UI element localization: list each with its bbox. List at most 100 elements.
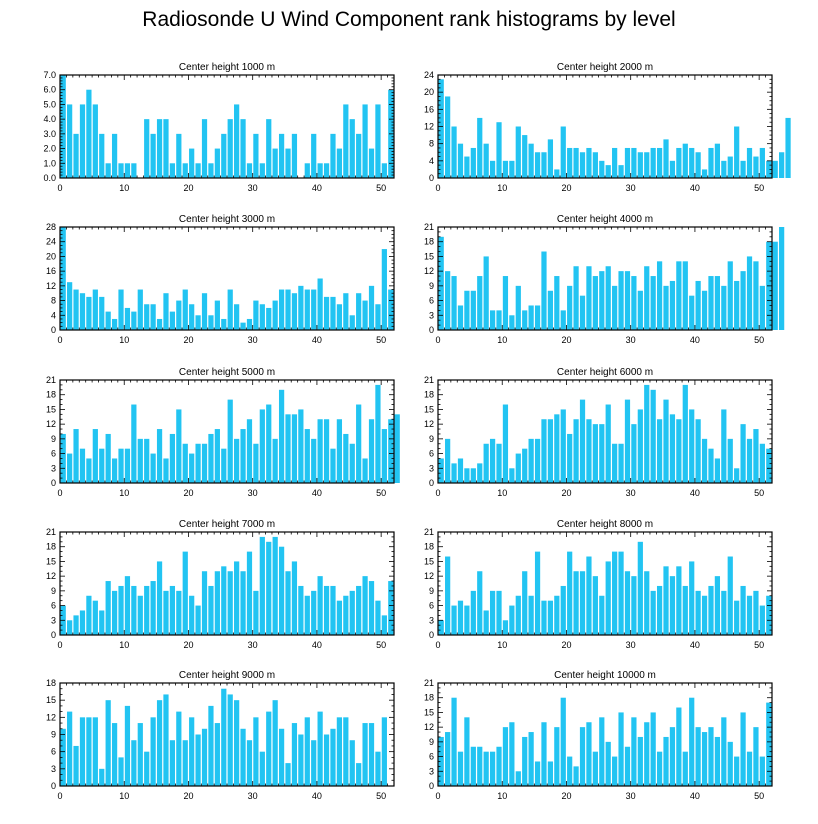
histogram-bar <box>105 700 111 786</box>
histogram-bar <box>656 585 663 635</box>
histogram-bar <box>701 169 708 178</box>
histogram-bar <box>631 424 637 483</box>
histogram-bar <box>637 541 643 635</box>
histogram-bar <box>464 605 470 635</box>
histogram-bar <box>79 293 86 330</box>
histogram-bar <box>567 285 573 330</box>
histogram-bar <box>208 585 214 635</box>
histogram-bar <box>721 160 727 178</box>
histogram-bar <box>124 163 131 178</box>
histogram-bar <box>131 311 137 330</box>
histogram-bar <box>515 285 521 330</box>
histogram-bar <box>772 241 778 330</box>
histogram-bar <box>79 448 86 483</box>
histogram-bar <box>111 133 118 178</box>
x-tick-label: 50 <box>754 183 764 193</box>
x-tick-label: 40 <box>312 640 322 650</box>
histogram-bar <box>323 734 330 786</box>
histogram-bar <box>753 429 759 483</box>
x-tick-label: 30 <box>626 183 636 193</box>
histogram-bar <box>445 438 451 483</box>
x-tick-label: 10 <box>497 640 507 650</box>
y-tick-label: 9 <box>51 730 56 740</box>
histogram-bar <box>195 605 201 635</box>
histogram-bar <box>73 429 79 483</box>
histogram-bar <box>349 315 355 330</box>
x-tick-label: 20 <box>561 183 571 193</box>
histogram-bar <box>349 119 355 178</box>
histogram-bar <box>746 256 753 330</box>
y-tick-label: 9 <box>51 434 56 444</box>
histogram-bar <box>349 443 355 483</box>
histogram-bar <box>79 717 86 786</box>
histogram-bar <box>176 409 182 483</box>
histogram-bar <box>689 697 695 786</box>
histogram-bar <box>253 717 259 786</box>
histogram-bar <box>368 285 375 330</box>
histogram-bar <box>779 152 785 178</box>
histogram-bar <box>221 448 227 483</box>
histogram-bar <box>208 433 214 483</box>
histogram-bar <box>169 740 176 786</box>
histogram-panel: Center height 4000 m 0 10 20 30 40 50 0 3 6 9 12 15 1… <box>424 214 785 345</box>
histogram-bar <box>541 600 547 635</box>
y-tick-label: 9 <box>429 281 434 291</box>
histogram-bar <box>573 571 579 635</box>
histogram-bar <box>528 143 534 178</box>
histogram-bar <box>489 438 496 483</box>
x-tick-label: 40 <box>690 335 700 345</box>
histogram-bar <box>599 595 605 635</box>
x-tick-label: 50 <box>376 183 386 193</box>
histogram-bar <box>144 438 150 483</box>
histogram-bar <box>766 448 772 483</box>
histogram-bar <box>682 585 688 635</box>
histogram-panel: Center height 7000 m 0 10 20 30 40 50 0 3 6 9 12 15 1… <box>46 519 395 650</box>
histogram-bar <box>105 311 111 330</box>
y-tick-label: 6 <box>429 296 434 306</box>
histogram-bar <box>105 163 111 178</box>
histogram-bar <box>618 443 624 483</box>
histogram-bar <box>573 766 579 786</box>
histogram-bar <box>246 740 253 786</box>
histogram-bar <box>86 296 92 330</box>
histogram-bar <box>695 419 701 483</box>
histogram-bar <box>746 147 753 178</box>
histogram-bar <box>189 453 195 483</box>
y-tick-label: 18 <box>424 390 434 400</box>
y-tick-label: 4 <box>429 156 434 166</box>
histogram-bar <box>612 443 618 483</box>
histogram-bar <box>721 717 727 786</box>
histogram-bar <box>477 463 483 483</box>
histogram-bar <box>509 160 515 178</box>
histogram-bar <box>291 561 298 635</box>
y-tick-label: 3 <box>429 766 434 776</box>
histogram-bar <box>118 289 124 330</box>
histogram-bar <box>195 315 201 330</box>
x-tick-label: 40 <box>312 791 322 801</box>
histogram-bar <box>246 318 253 330</box>
y-tick-label: 21 <box>424 678 434 688</box>
histogram-bar <box>740 585 746 635</box>
histogram-bar <box>457 600 464 635</box>
histogram-bar <box>60 75 66 178</box>
histogram-bar <box>464 156 470 178</box>
histogram-bar <box>759 605 765 635</box>
x-tick-label: 30 <box>248 791 258 801</box>
histogram-bar <box>137 595 143 635</box>
histogram-bar <box>240 429 246 483</box>
histogram-bar <box>528 595 534 635</box>
histogram-bar <box>451 605 457 635</box>
histogram-bar <box>457 143 464 178</box>
y-tick-label: 3 <box>51 615 56 625</box>
page-title: Radiosonde U Wind Component rank histogr… <box>142 8 676 31</box>
histogram-bar <box>759 756 765 786</box>
histogram-bar <box>779 227 785 330</box>
histogram-bar <box>234 304 240 330</box>
histogram-bar <box>60 433 66 483</box>
histogram-bar <box>259 304 265 330</box>
histogram-bar <box>356 133 362 178</box>
y-tick-label: 12 <box>424 122 434 132</box>
histogram-bar <box>253 590 259 635</box>
histogram-bar <box>734 468 740 483</box>
x-tick-label: 30 <box>248 335 258 345</box>
